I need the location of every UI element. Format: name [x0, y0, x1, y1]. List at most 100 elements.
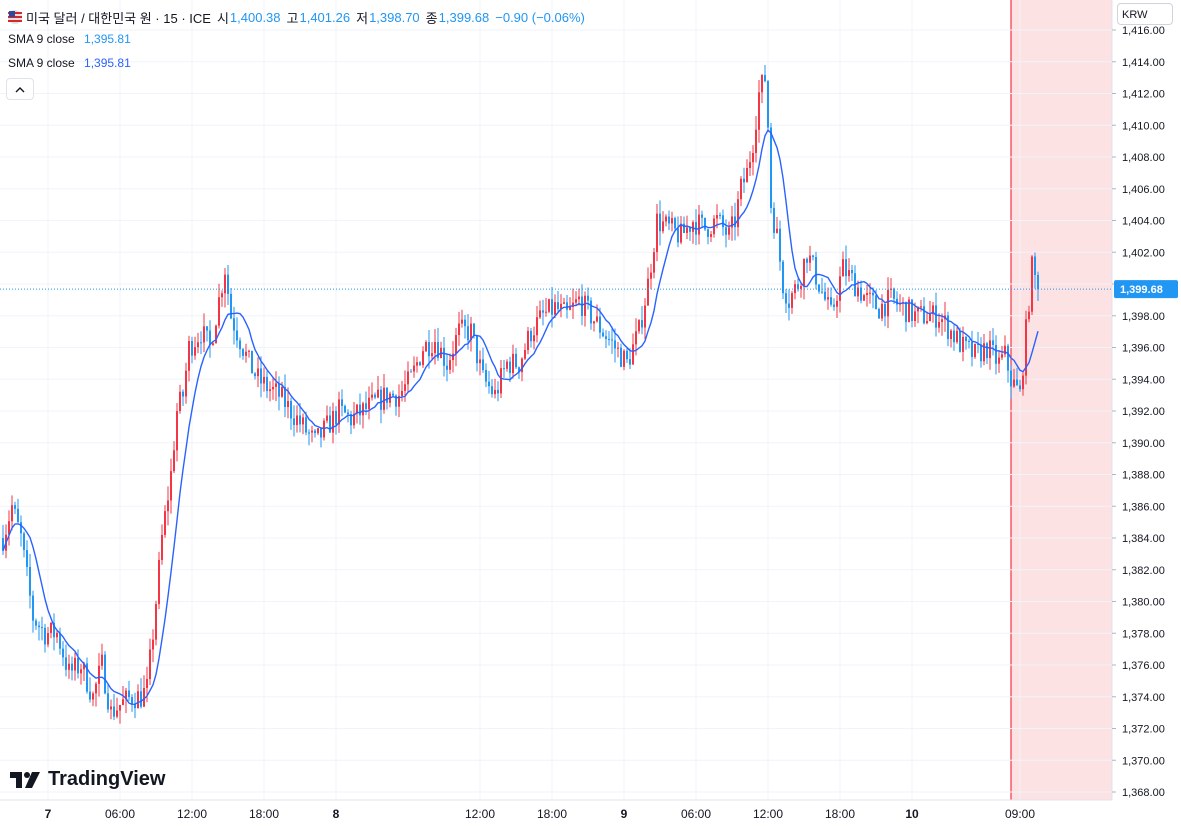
candle-body: [1013, 379, 1015, 387]
candle-body: [965, 336, 967, 342]
candle-body: [257, 368, 259, 377]
candle-body: [455, 335, 457, 354]
candle-body: [560, 303, 562, 309]
last-price-label: 1,399.68: [1120, 284, 1163, 296]
price-tick-label: 1,380.00: [1122, 597, 1165, 609]
candle-body: [290, 400, 292, 419]
candle-body: [701, 214, 703, 218]
candle-body: [404, 384, 406, 391]
candle-body: [263, 376, 265, 384]
price-tick-label: 1,390.00: [1122, 438, 1165, 450]
candle-body: [590, 300, 592, 324]
sma-indicator-1[interactable]: SMA 9 close 1,395.81: [8, 32, 131, 46]
candle-body: [491, 386, 493, 395]
candle-body: [356, 404, 358, 414]
candle-body: [614, 340, 616, 349]
candle-body: [857, 287, 859, 297]
session-highlight: [1011, 0, 1112, 800]
candle-body: [632, 344, 634, 365]
candle-body: [161, 534, 163, 560]
collapse-legend-button[interactable]: [6, 78, 34, 100]
candle-body: [260, 368, 262, 384]
candle-body: [893, 288, 895, 299]
candle-body: [311, 430, 313, 433]
time-tick-label: 12:00: [177, 807, 207, 821]
candle-body: [464, 319, 466, 327]
candle-body: [866, 293, 868, 296]
candle-body: [653, 252, 655, 273]
candle-body: [680, 223, 682, 243]
tradingview-logo[interactable]: TradingView: [10, 768, 165, 791]
candle-body: [173, 450, 175, 472]
price-tick-label: 1,394.00: [1122, 374, 1165, 386]
candle-body: [14, 505, 16, 509]
candle-body: [101, 654, 103, 666]
time-tick-label: 06:00: [681, 807, 711, 821]
price-tick-label: 1,404.00: [1122, 216, 1165, 228]
candle-body: [383, 387, 385, 410]
price-tick-label: 1,398.00: [1122, 311, 1165, 323]
high-label: 고: [286, 10, 299, 26]
candle-body: [518, 367, 520, 373]
candle-body: [305, 417, 307, 433]
candle-body: [341, 399, 343, 406]
candle-body: [44, 627, 46, 645]
candle-body: [725, 227, 727, 235]
price-tick-label: 1,370.00: [1122, 755, 1165, 767]
candle-body: [791, 293, 793, 308]
sma-name: SMA 9 close: [8, 32, 75, 46]
candle-body: [752, 152, 754, 163]
candle-body: [869, 292, 871, 294]
candle-body: [2, 538, 4, 551]
candle-body: [983, 343, 985, 362]
candle-body: [416, 362, 418, 366]
currency-selector[interactable]: KRW: [1117, 3, 1173, 25]
candle-body: [656, 213, 658, 253]
candle-body: [959, 330, 961, 352]
candle-body: [1022, 375, 1024, 390]
candle-body: [797, 284, 799, 289]
candle-body: [233, 318, 235, 331]
candle-body: [53, 622, 55, 638]
sma-indicator-2[interactable]: SMA 9 close 1,395.81: [8, 56, 131, 70]
candle-body: [971, 341, 973, 357]
candle-body: [74, 657, 76, 671]
candle-body: [200, 342, 202, 344]
candle-body: [935, 305, 937, 328]
candle-body: [566, 302, 568, 310]
candle-body: [314, 430, 316, 434]
candle-body: [443, 347, 445, 366]
sma-value: 1,395.81: [84, 32, 131, 46]
candle-body: [332, 411, 334, 433]
us-flag-icon: [8, 10, 22, 24]
candle-body: [644, 305, 646, 328]
candle-body: [1001, 354, 1003, 358]
candle-body: [209, 330, 211, 345]
candle-body: [629, 359, 631, 365]
candle-body: [149, 649, 151, 680]
candle-body: [350, 414, 352, 426]
candle-body: [272, 386, 274, 390]
candle-body: [281, 387, 283, 397]
close-value: 1,399.68: [438, 9, 490, 25]
candle-body: [410, 371, 412, 373]
price-tick-label: 1,386.00: [1122, 501, 1165, 513]
candle-body: [398, 395, 400, 407]
candle-body: [215, 325, 217, 344]
candle-body: [878, 309, 880, 319]
candle-body: [122, 699, 124, 705]
candle-body: [707, 229, 709, 237]
candle-body: [365, 403, 367, 409]
candle-body: [719, 215, 721, 217]
candle-body: [269, 389, 271, 392]
candle-body: [698, 214, 700, 235]
candle-body: [368, 397, 370, 409]
price-tick-label: 1,406.00: [1122, 184, 1165, 196]
candle-body: [551, 299, 553, 315]
symbol-title[interactable]: 미국 달러 / 대한민국 원 · 15 · ICE: [26, 10, 211, 26]
candle-body: [788, 303, 790, 308]
candle-body: [221, 293, 223, 298]
candle-body: [776, 228, 778, 233]
